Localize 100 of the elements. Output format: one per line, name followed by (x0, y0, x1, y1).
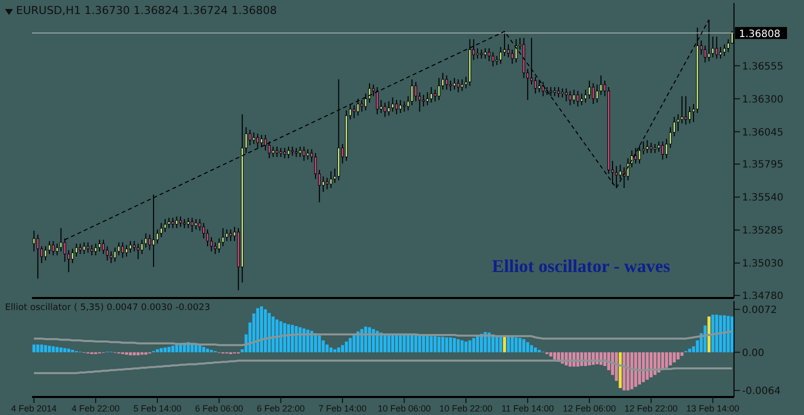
bar (128, 352, 132, 356)
bar (549, 352, 552, 356)
bar (206, 348, 210, 352)
candlestick (352, 104, 356, 119)
x-tick-label: 13 Feb 14:00 (686, 403, 740, 414)
y-tick-label: 1.35285 (742, 226, 784, 237)
candlestick (704, 45, 706, 64)
y-tick-label: -0.0064 (742, 386, 781, 397)
bar (510, 336, 514, 352)
bar (514, 337, 518, 352)
y-tick-label: 0.0072 (742, 304, 777, 316)
bar (680, 352, 684, 356)
bar (329, 348, 332, 352)
bar (36, 344, 40, 352)
bar (472, 338, 476, 352)
bar (452, 338, 456, 352)
bar (410, 334, 414, 352)
bar (538, 350, 541, 352)
bar (275, 319, 278, 352)
bar (422, 336, 426, 352)
bar (395, 334, 398, 352)
bar (32, 344, 36, 352)
bar (283, 323, 286, 352)
bar (71, 350, 74, 352)
bar (630, 352, 634, 390)
bar (646, 352, 649, 380)
bar (518, 338, 522, 352)
bar (722, 315, 726, 352)
bar (40, 344, 44, 352)
bar (356, 331, 360, 352)
bar (391, 334, 394, 352)
candlestick (337, 78, 340, 181)
bar (56, 346, 59, 352)
bar (198, 345, 202, 352)
line-series (32, 360, 734, 374)
bar (279, 321, 282, 352)
bar (707, 316, 710, 352)
bar (622, 352, 626, 390)
bar (653, 352, 656, 375)
bar (383, 334, 386, 352)
bar (175, 344, 178, 352)
ref-line-label: 1.36808 (739, 29, 780, 40)
bar (290, 324, 294, 352)
bar (360, 329, 364, 352)
x-tick-label: 6 Feb 06:00 (195, 403, 244, 414)
bar (414, 334, 418, 352)
bar (341, 345, 344, 352)
x-tick-label: 7 Feb 14:00 (318, 403, 367, 414)
bar (495, 336, 498, 352)
bar (202, 346, 206, 352)
bar (676, 352, 680, 360)
bar (44, 345, 48, 352)
x-tick-label: 10 Feb 06:00 (378, 403, 431, 414)
bar (136, 352, 140, 356)
bar (530, 345, 534, 352)
bar (171, 346, 174, 352)
x-tick-label: 4 Feb 22:00 (72, 403, 120, 414)
bar (387, 334, 390, 352)
x-tick-label: 5 Feb 14:00 (133, 403, 182, 414)
x-tick-label: 11 Feb 14:00 (501, 403, 554, 414)
bar (668, 352, 672, 366)
bar (268, 312, 271, 352)
bar (715, 314, 718, 352)
bar (638, 352, 642, 384)
bar (344, 342, 348, 352)
bar (430, 336, 433, 352)
bar (67, 348, 70, 352)
x-tick-label: 10 Feb 22:00 (439, 403, 492, 414)
bar (48, 346, 51, 352)
bar (256, 308, 260, 352)
y-tick-label: 1.36045 (742, 127, 784, 138)
chart-title: Elliot oscillator ( 5,35) 0.0047 0.0030 -0.0023 (5, 303, 210, 313)
bar (665, 352, 668, 368)
bar (614, 352, 618, 381)
bar (264, 309, 267, 352)
bar (526, 342, 530, 352)
bar (272, 316, 275, 352)
bar (506, 336, 510, 352)
annotation: Elliot oscillator - waves (492, 256, 670, 277)
bar (337, 348, 340, 352)
bar (364, 326, 368, 352)
bar (650, 352, 653, 378)
candlestick (32, 230, 36, 252)
bar (368, 327, 372, 352)
bar (352, 334, 356, 352)
bar (326, 344, 329, 352)
bar (726, 316, 730, 352)
candlestick (615, 166, 618, 189)
bar (63, 348, 66, 352)
bar (418, 336, 422, 352)
bar (711, 314, 714, 352)
candlestick (592, 82, 595, 104)
bar (426, 336, 429, 352)
bar (464, 342, 468, 352)
bar (294, 326, 298, 352)
x-tick-label: 6 Feb 22:00 (256, 403, 305, 414)
bar (449, 337, 452, 352)
bar (553, 352, 556, 360)
x-tick-label: 4 Feb 2014 (11, 403, 57, 414)
bar (406, 334, 410, 352)
